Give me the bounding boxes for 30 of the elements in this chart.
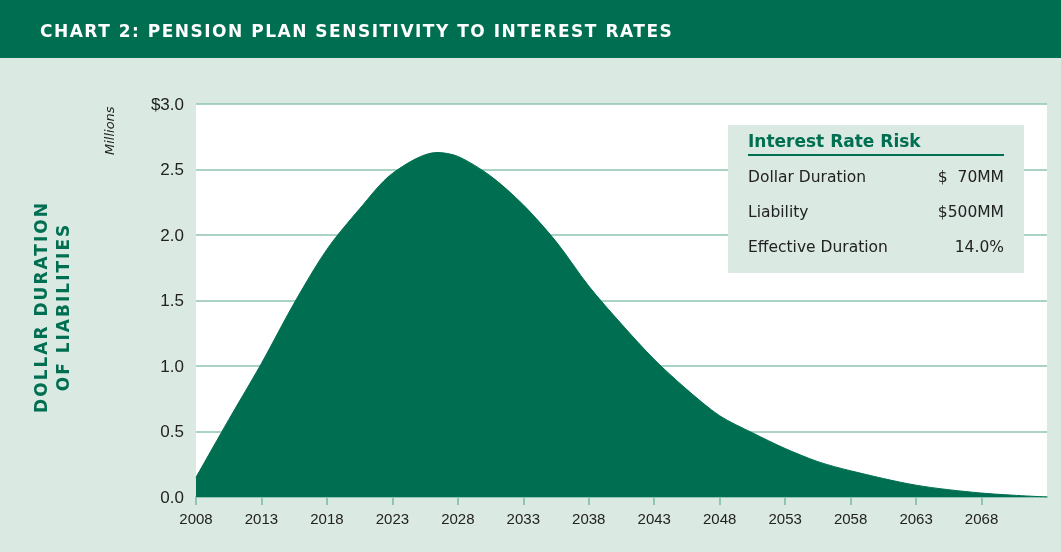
x-tick-label: 2058 [833, 510, 868, 527]
x-tick-label: 2048 [703, 510, 737, 527]
y-tick-label: 2.5 [160, 160, 184, 179]
x-tick-label: 2018 [310, 510, 344, 527]
x-tick-label: 2038 [572, 510, 606, 527]
chart-title: CHART 2: PENSION PLAN SENSITIVITY TO INTEREST RATES [0, 0, 1061, 58]
annotation: Effective Duration [748, 237, 888, 258]
annotation: $ 70MM [937, 167, 1004, 188]
annotation: $500MM [937, 202, 1004, 223]
x-tick-label: 2068 [964, 510, 999, 527]
x-tick-label: 2013 [244, 510, 279, 527]
annotation: 14.0% [954, 237, 1004, 258]
x-tick-label: 2028 [441, 510, 475, 527]
text: Millions [102, 106, 117, 155]
y-tick-label: 0.5 [160, 422, 184, 441]
x-tick-label: 2008 [179, 510, 213, 527]
x-tick-label: 2023 [375, 510, 410, 527]
y-tick-label: 0.0 [160, 487, 184, 507]
annotation: Dollar Duration [748, 167, 867, 188]
y-tick-label: 1.0 [160, 356, 184, 376]
y-tick-label: $3.0 [150, 94, 184, 114]
x-tick-label: 2033 [506, 510, 540, 527]
y-tick-label: 2.0 [160, 225, 184, 245]
y-axis-title: DOLLAR DURATION OF LIABILITIES [30, 200, 74, 415]
x-tick-label: 2043 [637, 510, 671, 527]
annotation: Interest Rate Risk [748, 131, 1004, 156]
annotation: Liability [748, 202, 809, 223]
x-tick-label: 2053 [768, 510, 802, 527]
y-tick-label: 1.5 [160, 291, 184, 310]
x-tick-label: 2063 [899, 510, 933, 527]
